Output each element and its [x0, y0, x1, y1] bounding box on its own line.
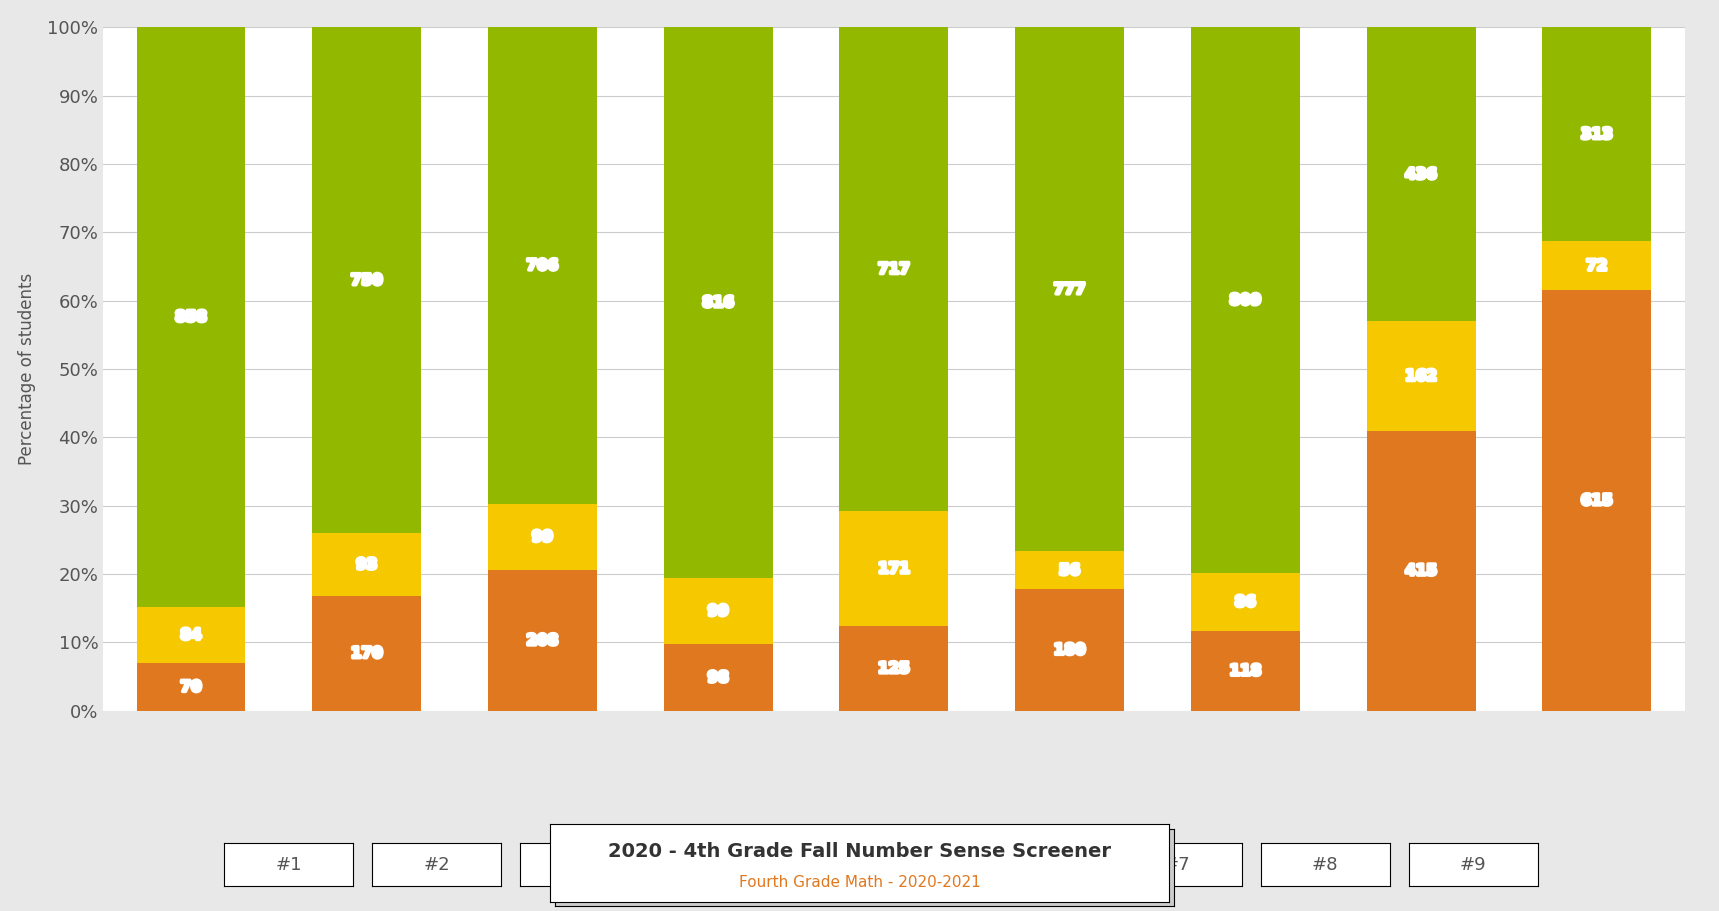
- Text: 208: 208: [526, 633, 559, 648]
- Bar: [1367, 27, 1475, 322]
- Text: 777: 777: [1054, 281, 1085, 297]
- Bar: [839, 626, 949, 711]
- Bar: [664, 27, 772, 578]
- Text: 118: 118: [1229, 663, 1262, 679]
- Bar: [488, 570, 596, 711]
- Text: 72: 72: [1587, 259, 1607, 273]
- Text: 84: 84: [180, 628, 201, 642]
- Text: 56: 56: [1059, 563, 1080, 578]
- Bar: [1542, 241, 1652, 291]
- Bar: [664, 644, 772, 711]
- Text: #5: #5: [868, 855, 894, 874]
- Text: #4: #4: [720, 855, 746, 874]
- Text: #1: #1: [275, 855, 303, 874]
- Bar: [488, 27, 596, 504]
- Text: 98: 98: [708, 670, 729, 685]
- Bar: [839, 511, 949, 626]
- Bar: [1367, 322, 1475, 431]
- Bar: [1542, 291, 1652, 711]
- Text: 99: 99: [708, 604, 729, 619]
- Text: #7: #7: [1164, 855, 1190, 874]
- Bar: [136, 27, 246, 607]
- Bar: [136, 663, 246, 711]
- Bar: [1191, 631, 1300, 711]
- Text: 180: 180: [1054, 642, 1085, 658]
- Text: 615: 615: [1581, 493, 1612, 508]
- Y-axis label: Percentage of students: Percentage of students: [19, 272, 36, 466]
- Text: 99: 99: [531, 529, 554, 545]
- Text: 313: 313: [1581, 127, 1612, 142]
- Text: #8: #8: [1312, 855, 1339, 874]
- Text: 809: 809: [1229, 292, 1262, 308]
- Text: #3: #3: [572, 855, 598, 874]
- Text: 86: 86: [1234, 595, 1257, 609]
- Bar: [136, 607, 246, 663]
- Bar: [1191, 27, 1300, 573]
- Bar: [488, 504, 596, 570]
- Text: 2020 - 4th Grade Fall Number Sense Screener: 2020 - 4th Grade Fall Number Sense Scree…: [609, 842, 1110, 861]
- Text: Fourth Grade Math - 2020-2021: Fourth Grade Math - 2020-2021: [739, 875, 980, 890]
- Bar: [313, 27, 421, 533]
- Text: 706: 706: [526, 258, 559, 273]
- Text: #2: #2: [423, 855, 450, 874]
- Text: 171: 171: [878, 561, 909, 576]
- Bar: [1016, 551, 1124, 589]
- Bar: [1367, 431, 1475, 711]
- Bar: [839, 27, 949, 511]
- Text: #6: #6: [1016, 855, 1042, 874]
- Bar: [313, 596, 421, 711]
- Text: #9: #9: [1459, 855, 1487, 874]
- Bar: [1542, 27, 1652, 241]
- Text: 125: 125: [878, 660, 909, 676]
- Bar: [664, 578, 772, 644]
- Text: 436: 436: [1404, 167, 1437, 182]
- Text: 93: 93: [356, 557, 378, 572]
- Bar: [1016, 589, 1124, 711]
- Text: 162: 162: [1404, 369, 1437, 384]
- Text: 170: 170: [351, 646, 383, 660]
- Text: 750: 750: [351, 272, 383, 288]
- Text: 70: 70: [180, 680, 201, 694]
- Text: 717: 717: [878, 261, 909, 277]
- Bar: [1191, 573, 1300, 631]
- Text: 858: 858: [175, 310, 206, 324]
- Bar: [1016, 27, 1124, 551]
- Text: 816: 816: [703, 295, 734, 310]
- Bar: [313, 533, 421, 596]
- Text: 415: 415: [1404, 563, 1437, 578]
